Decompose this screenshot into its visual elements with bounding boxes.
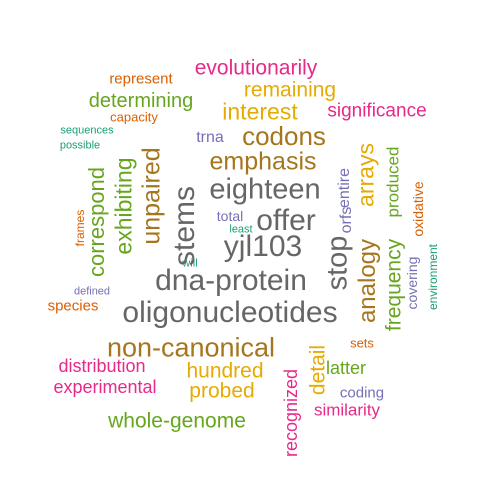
word-total: total <box>216 208 244 224</box>
word-covering: covering <box>404 256 420 310</box>
word-possible: possible <box>59 139 101 152</box>
word-emphasis: emphasis <box>209 147 317 176</box>
word-least: least <box>229 223 253 236</box>
word-coding: coding <box>339 384 385 402</box>
word-probed: probed <box>189 379 255 403</box>
word-interest: interest <box>222 98 298 125</box>
word-determining: determining <box>88 90 194 112</box>
word-offer: offer <box>256 204 316 237</box>
word-yjl103: yjl103 <box>223 230 303 263</box>
word-dna-protein: dna-protein <box>155 264 307 297</box>
word-similarity: similarity <box>313 400 381 420</box>
word-hundred: hundred <box>186 359 264 383</box>
word-detail: detail <box>306 344 330 396</box>
word-represent: represent <box>109 70 173 88</box>
word-oxidative: oxidative <box>410 181 426 237</box>
word-eighteen: eighteen <box>209 173 321 206</box>
word-significance: significance <box>327 100 427 122</box>
word-capacity: capacity <box>110 109 158 125</box>
word-recognized: recognized <box>281 368 301 458</box>
word-stems: stems <box>168 185 201 267</box>
word-produced: produced <box>383 146 403 218</box>
word-unpaired: unpaired <box>137 147 166 245</box>
word-experimental: experimental <box>53 377 157 397</box>
word-analogy: analogy <box>354 238 381 324</box>
word-non-canonical: non-canonical <box>106 332 276 363</box>
word-codons: codons <box>242 121 326 151</box>
word-exhibiting: exhibiting <box>110 157 137 255</box>
word-environment: environment <box>426 243 440 311</box>
word-latter: latter <box>325 358 367 378</box>
word-stop: stop <box>321 235 354 291</box>
word-remaining: remaining <box>243 78 337 102</box>
word-entire: entire <box>336 167 353 209</box>
word-correspond: correspond <box>84 166 109 278</box>
word-trna: trna <box>196 129 224 146</box>
word-arrays: arrays <box>352 143 379 207</box>
word-oligonucleotides: oligonucleotides <box>122 296 338 329</box>
word-will: will <box>182 257 198 270</box>
word-sets: sets <box>350 335 374 351</box>
word-sequences: sequences <box>60 124 114 137</box>
word-orfs: orfs <box>338 206 355 234</box>
word-species: species <box>47 297 99 315</box>
word-defined: defined <box>73 285 111 298</box>
word-distribution: distribution <box>58 356 146 376</box>
word-whole-genome: whole-genome <box>108 409 246 433</box>
word-frequency: frequency <box>382 238 406 332</box>
word-evolutionarily: evolutionarily <box>194 56 318 80</box>
